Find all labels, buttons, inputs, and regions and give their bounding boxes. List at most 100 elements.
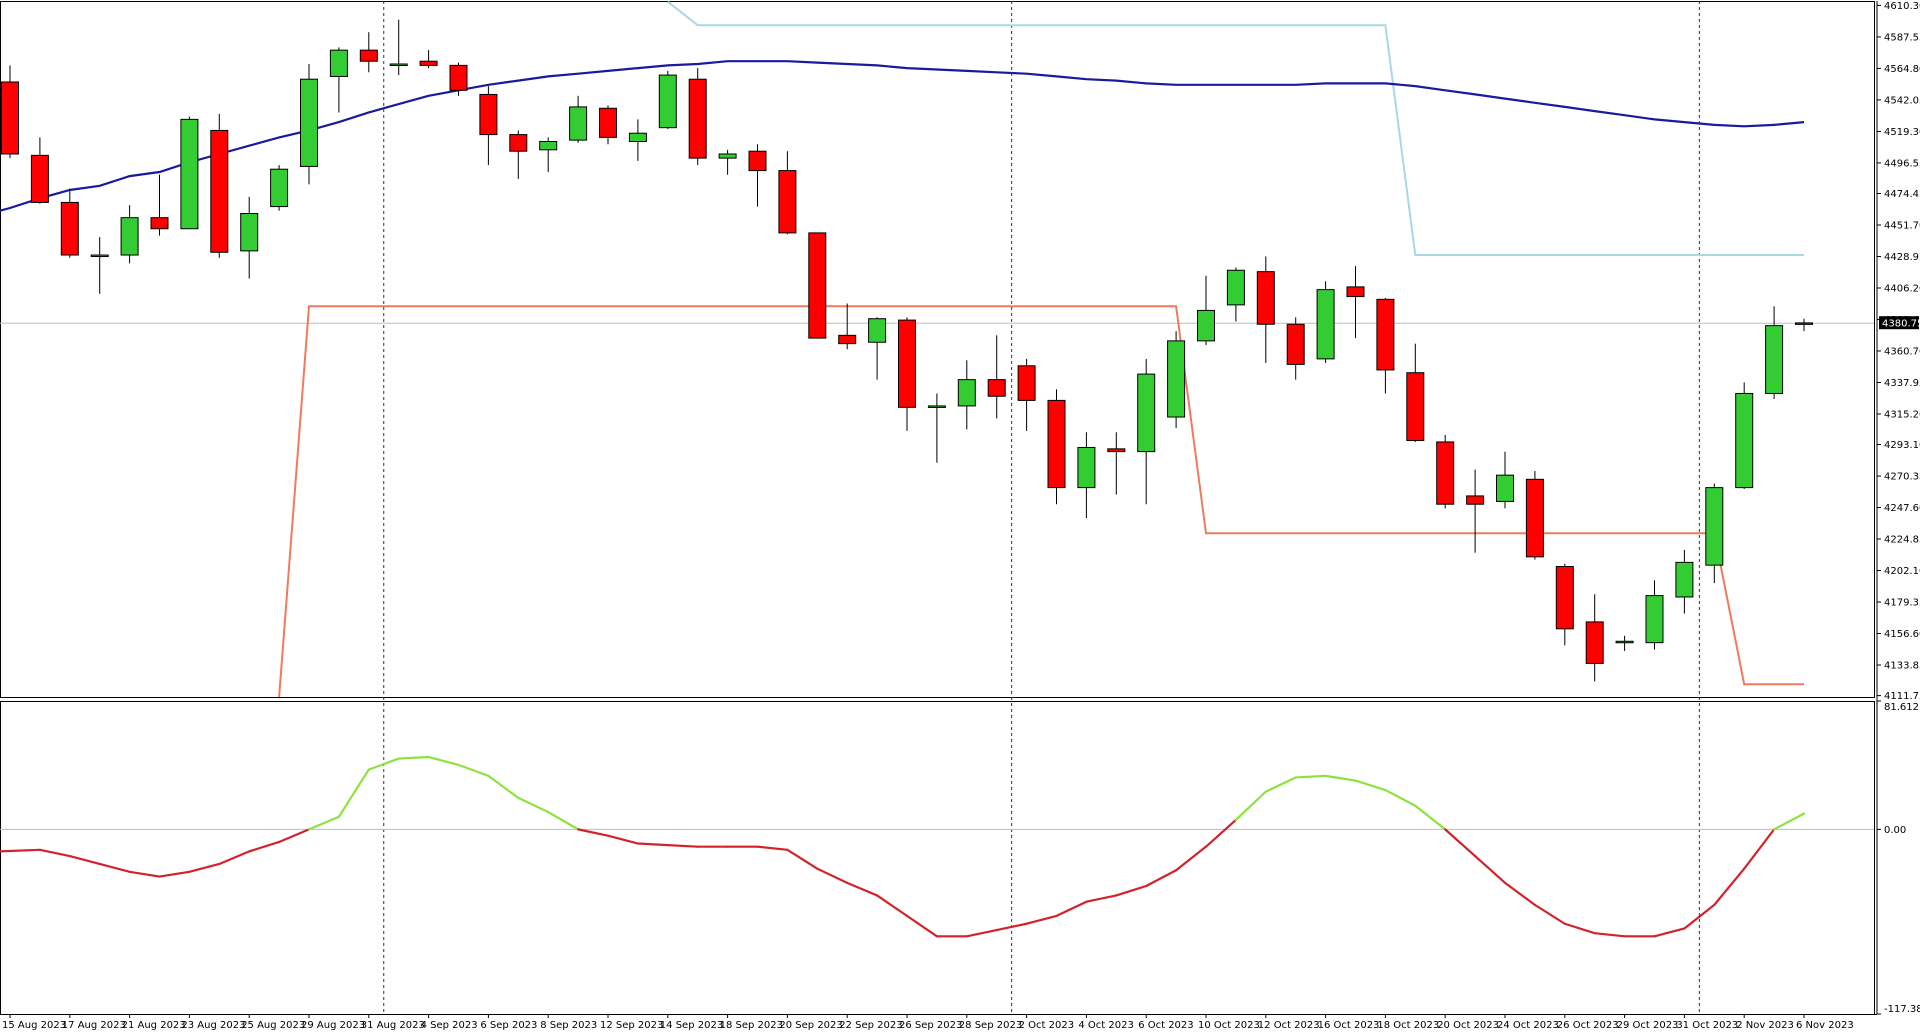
oscillator-segment-7 <box>188 862 221 873</box>
candle-26 <box>778 151 797 235</box>
oscillator-segment-50 <box>1473 855 1507 884</box>
time-tick-label: 18 Sep 2023 <box>720 1020 783 1031</box>
time-tick-label: 29 Aug 2023 <box>301 1020 365 1031</box>
candle-57 <box>1705 483 1724 584</box>
price-tick-label: 4360.70 <box>1884 346 1920 357</box>
bear-candle-body <box>1346 286 1365 298</box>
oscillator-segment-48 <box>1414 804 1447 831</box>
candle-21 <box>628 119 647 161</box>
candle-3 <box>90 237 109 294</box>
candle-45 <box>1346 266 1365 339</box>
bear-candle-body <box>1 81 19 155</box>
bear-candle-body <box>599 107 617 138</box>
time-tick-label: 23 Aug 2023 <box>181 1020 245 1031</box>
price-tick-label: 4315.20 <box>1884 409 1920 420</box>
time-tick-label: 10 Oct 2023 <box>1198 1020 1260 1031</box>
bear-candle-body <box>359 49 378 62</box>
candle-43 <box>1286 317 1305 380</box>
candle-34 <box>1017 358 1036 431</box>
bull-candle-body <box>1197 309 1215 342</box>
candle-2 <box>60 188 79 258</box>
bull-candle-body <box>1167 340 1186 418</box>
candle-47 <box>1406 343 1425 442</box>
bull-candle-body <box>569 106 588 141</box>
upper-channel-line <box>667 0 1804 256</box>
bear-candle-body <box>1585 621 1604 664</box>
candle-51 <box>1525 470 1544 560</box>
bear-candle-body <box>449 64 468 91</box>
time-tick-label: 26 Oct 2023 <box>1557 1020 1619 1031</box>
bear-candle-body <box>479 93 498 136</box>
time-tick-label: 21 Aug 2023 <box>122 1020 186 1031</box>
price-tick-label: 4270.35 <box>1884 472 1920 483</box>
candle-29 <box>868 317 887 380</box>
oscillator-segment-5 <box>128 870 161 878</box>
time-tick-label: 20 Oct 2023 <box>1437 1020 1499 1031</box>
lower-channel-line <box>278 305 1804 698</box>
bear-candle-body <box>1286 323 1305 365</box>
time-tick-label: 6 Nov 2023 <box>1796 1020 1854 1031</box>
time-tick-label: 17 Aug 2023 <box>62 1020 126 1031</box>
time-tick-label: 12 Oct 2023 <box>1258 1020 1320 1031</box>
bull-candle-body <box>927 405 946 408</box>
bull-candle-body <box>389 63 408 66</box>
price-tick-label: 4610.30 <box>1884 1 1920 12</box>
candle-5 <box>150 174 169 236</box>
oscillator-segment-35 <box>1025 914 1058 925</box>
current-price-label: 4380.75 <box>1882 319 1920 330</box>
bear-candle-body <box>30 154 49 203</box>
price-tick-label: 4564.80 <box>1884 64 1920 75</box>
price-tick-label: 4587.55 <box>1884 32 1920 43</box>
bear-candle-body <box>1256 271 1275 325</box>
time-tick-label: 24 Oct 2023 <box>1497 1020 1559 1031</box>
bull-candle-body <box>1077 446 1096 489</box>
price-panel[interactable]: 4610.30 4587.55 4564.80 4542.05 4519.30 4496.… <box>0 0 1920 1014</box>
oscillator-segment-15 <box>427 755 460 766</box>
bear-candle-body <box>1436 441 1455 505</box>
bear-candle-body <box>1017 365 1036 401</box>
oscillator-segment-57 <box>1683 903 1716 930</box>
price-tick-label: 4406.20 <box>1884 283 1920 294</box>
oscillator-segment-49 <box>1444 828 1477 858</box>
time-tick-label: 31 Oct 2023 <box>1676 1020 1738 1031</box>
bear-candle-body <box>1047 399 1066 489</box>
candle-46 <box>1376 297 1395 394</box>
candle-0 <box>1 65 19 159</box>
bull-candle-body <box>180 118 199 230</box>
candle-14 <box>419 50 438 69</box>
candle-15 <box>449 62 468 96</box>
oscillator-segment-51 <box>1503 881 1537 906</box>
bear-candle-body <box>898 319 916 408</box>
oscillator-segment-28 <box>816 867 849 884</box>
candle-55 <box>1645 580 1664 650</box>
candle-23 <box>688 68 707 166</box>
candle-28 <box>838 303 857 350</box>
candle-37 <box>1107 432 1126 495</box>
price-tick-label: 4224.85 <box>1884 535 1920 546</box>
oscillator-panel[interactable]: 81.6123 0.00 -117.3814 <box>0 700 1920 1015</box>
oscillator-segment-37 <box>1085 894 1118 903</box>
bull-candle-body <box>240 213 259 252</box>
candle-50 <box>1496 451 1514 509</box>
oscillator-segment-54 <box>1593 932 1626 938</box>
candle-49 <box>1466 469 1485 553</box>
candle-60 <box>1795 318 1813 332</box>
candle-20 <box>599 105 617 145</box>
oscillator-segment-60 <box>1772 812 1806 831</box>
bear-candle-body <box>808 232 827 339</box>
time-tick-label: 22 Sep 2023 <box>839 1020 902 1031</box>
oscillator-segment-11 <box>307 815 340 831</box>
price-tick-label: 4451.70 <box>1884 220 1920 231</box>
price-tick-label: 4496.55 <box>1884 158 1920 169</box>
candle-8 <box>240 196 259 279</box>
oscillator-segment-20 <box>576 828 610 837</box>
oscillator-segment-26 <box>756 845 789 851</box>
bear-candle-body <box>1795 322 1813 325</box>
bull-candle-body <box>1226 269 1245 306</box>
candle-11 <box>329 47 348 113</box>
oscillator-segment-3 <box>68 855 101 866</box>
bull-candle-body <box>120 217 139 256</box>
candle-1 <box>30 137 49 204</box>
